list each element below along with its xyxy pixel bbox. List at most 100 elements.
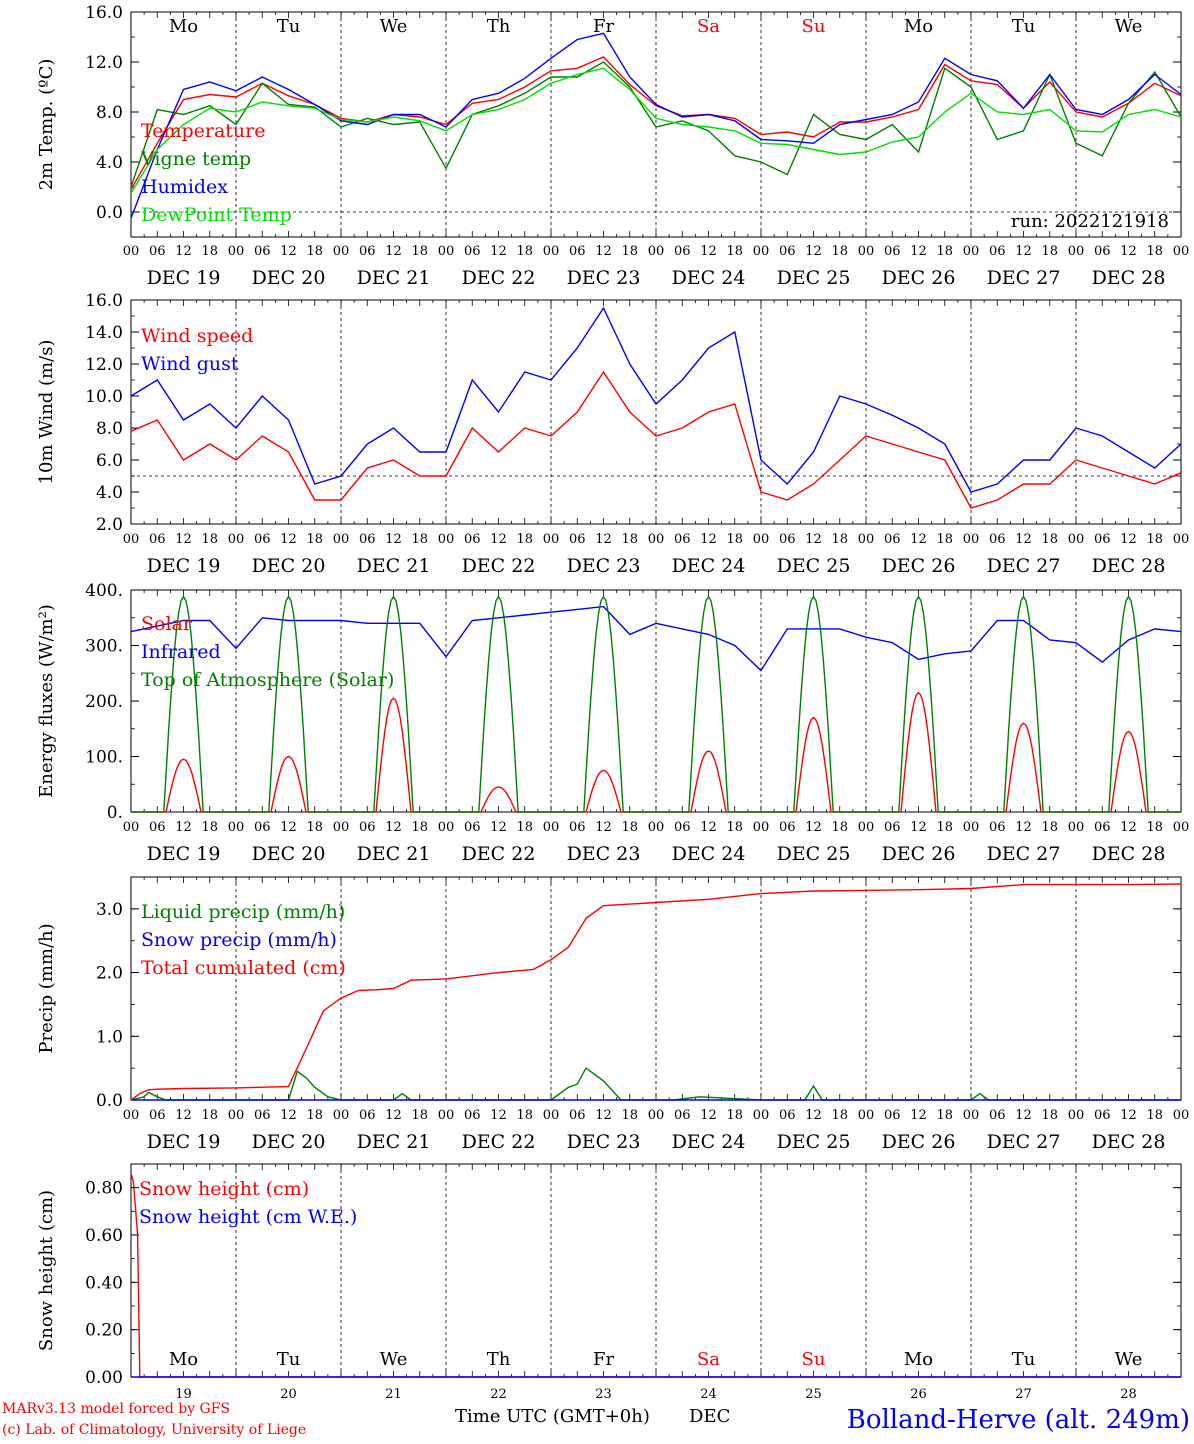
hour-label: 12 [385, 244, 402, 259]
day-name: Su [802, 1349, 826, 1370]
y-axis-label: Snow height (cm) [36, 1190, 57, 1351]
series-line-infrared [130, 605, 1182, 672]
day-name: Fr [593, 1349, 614, 1370]
date-label: DEC 19 [147, 843, 221, 865]
date-label: DEC 21 [357, 1131, 431, 1153]
hour-label: 06 [359, 532, 376, 547]
hour-label: 00 [1173, 244, 1190, 259]
hour-label: 00 [438, 244, 455, 259]
hour-label: 06 [254, 244, 271, 259]
hour-label: 18 [831, 532, 848, 547]
hour-label: 00 [333, 532, 350, 547]
hour-label: 12 [1120, 820, 1137, 835]
hour-label: 12 [1120, 1108, 1137, 1123]
date-label: DEC 28 [1092, 555, 1166, 577]
hour-label: 18 [1041, 244, 1058, 259]
day-number: 23 [595, 1387, 612, 1402]
panel-3 [130, 589, 1182, 813]
hour-label: 00 [963, 820, 980, 835]
footer-time-label: Time UTC (GMT+0h) [455, 1406, 650, 1427]
hour-label: 00 [858, 1108, 875, 1123]
day-name: We [380, 1349, 408, 1370]
hour-label: 06 [569, 532, 586, 547]
hour-label: 18 [831, 244, 848, 259]
hour-label: 06 [359, 244, 376, 259]
day-name: We [380, 16, 408, 37]
hour-label: 06 [674, 244, 691, 259]
hour-label: 06 [464, 1108, 481, 1123]
hour-label: 12 [805, 1108, 822, 1123]
hour-label: 18 [411, 244, 428, 259]
date-label: DEC 24 [672, 267, 746, 289]
y-tick-label: 14.0 [85, 323, 123, 343]
hour-label: 12 [1015, 820, 1032, 835]
hour-label: 18 [306, 1108, 323, 1123]
hour-label: 12 [700, 820, 717, 835]
hour-label: 06 [779, 820, 796, 835]
hour-label: 12 [595, 532, 612, 547]
hour-label: 06 [989, 532, 1006, 547]
hour-label: 00 [963, 244, 980, 259]
hour-label: 06 [254, 820, 271, 835]
date-label: DEC 25 [777, 267, 851, 289]
date-label: DEC 20 [252, 267, 326, 289]
hour-label: 06 [149, 820, 166, 835]
day-name: Fr [593, 16, 614, 37]
date-label: DEC 19 [147, 1131, 221, 1153]
y-tick-label: 2.0 [96, 964, 123, 984]
hour-label: 12 [1015, 244, 1032, 259]
day-name: Mo [169, 1349, 198, 1370]
legend-entry: Temperature [141, 120, 265, 142]
y-tick-label: 4.0 [96, 153, 123, 173]
date-label: DEC 19 [147, 555, 221, 577]
hour-label: 18 [936, 820, 953, 835]
day-number: 19 [175, 1387, 192, 1402]
date-label: DEC 21 [357, 267, 431, 289]
date-label: DEC 27 [987, 843, 1061, 865]
hour-label: 18 [516, 820, 533, 835]
hour-label: 18 [936, 244, 953, 259]
date-label: DEC 26 [882, 555, 956, 577]
hour-label: 12 [1120, 532, 1137, 547]
hour-label: 18 [1146, 1108, 1163, 1123]
footer-lab-credit: (c) Lab. of Climatology, University of L… [2, 1422, 306, 1438]
hour-label: 18 [621, 244, 638, 259]
legend-entry: Snow height (cm W.E.) [139, 1206, 357, 1228]
hour-label: 12 [490, 532, 507, 547]
y-tick-label: 16.0 [85, 3, 123, 23]
hour-label: 00 [858, 532, 875, 547]
date-label: DEC 21 [357, 555, 431, 577]
hour-label: 00 [333, 820, 350, 835]
hour-label: 00 [123, 244, 140, 259]
day-name: Tu [1012, 16, 1036, 37]
hour-label: 06 [569, 820, 586, 835]
hour-label: 06 [779, 1108, 796, 1123]
hour-label: 18 [411, 532, 428, 547]
hour-label: 12 [910, 244, 927, 259]
hour-label: 06 [149, 1108, 166, 1123]
day-name: Tu [277, 1349, 301, 1370]
hour-label: 06 [569, 1108, 586, 1123]
hour-label: 18 [936, 532, 953, 547]
hour-label: 00 [963, 1108, 980, 1123]
hour-label: 12 [280, 820, 297, 835]
y-tick-label: 12.0 [85, 355, 123, 375]
legend-entry: Solar [141, 613, 193, 635]
hour-label: 18 [516, 244, 533, 259]
hour-label: 06 [1094, 244, 1111, 259]
hour-label: 12 [385, 820, 402, 835]
hour-label: 06 [254, 532, 271, 547]
y-tick-label: 0.0 [96, 203, 123, 223]
series-line-total-cumulated-cm- [130, 883, 1182, 1101]
hour-label: 06 [779, 244, 796, 259]
date-label: DEC 26 [882, 843, 956, 865]
hour-label: 00 [123, 1108, 140, 1123]
hour-label: 18 [1041, 820, 1058, 835]
hour-label: 00 [543, 820, 560, 835]
hour-label: 18 [516, 532, 533, 547]
hour-label: 00 [543, 532, 560, 547]
hour-label: 06 [674, 532, 691, 547]
hour-label: 18 [621, 532, 638, 547]
series-line-top-of-atmosphere-solar- [131, 595, 1181, 813]
